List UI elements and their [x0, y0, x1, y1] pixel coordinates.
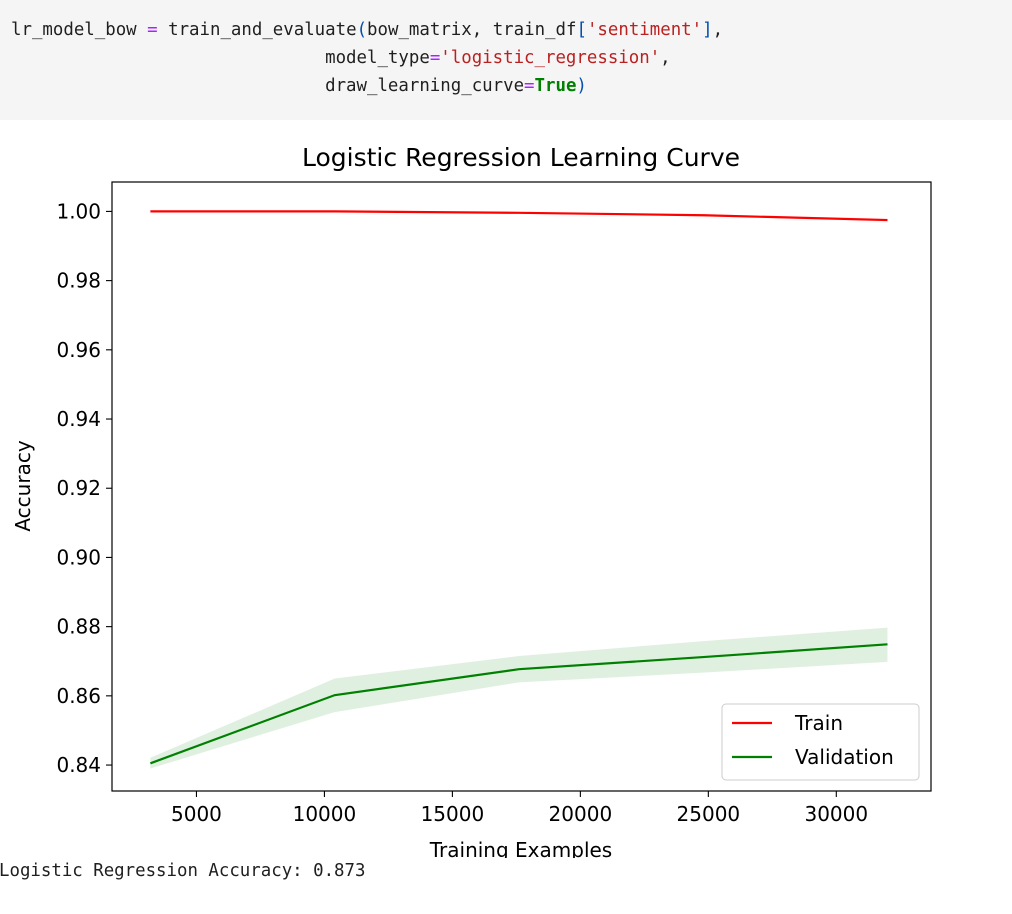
code-func: train_and_evaluate [168, 20, 357, 40]
code-cell[interactable]: lr_model_bow = train_and_evaluate(bow_ma… [0, 0, 1012, 120]
chart-area: Logistic Regression Learning Curve 5000 1… [0, 128, 1012, 862]
code-arg2-obj: train_df [492, 20, 577, 40]
code-kw1-val: 'logistic_regression' [440, 48, 661, 68]
y-tick-label: 0.96 [56, 338, 101, 362]
legend-label-validation: Validation [795, 745, 894, 769]
code-arg2-key: 'sentiment' [586, 20, 703, 40]
y-tick-label: 0.98 [56, 269, 101, 293]
x-tick-label: 30000 [804, 802, 868, 826]
plot-frame [111, 181, 932, 792]
x-axis-label: Training Examples [429, 838, 612, 858]
code-block: lr_model_bow = train_and_evaluate(bow_ma… [11, 20, 724, 96]
code-kw1-name: model_type [325, 48, 430, 68]
y-tick-label: 1.00 [56, 199, 101, 223]
x-tick-label: 20000 [549, 802, 613, 826]
code-arg1: bow_matrix [367, 20, 472, 40]
code-assign-op: = [147, 20, 158, 40]
code-var: lr_model_bow [11, 20, 137, 40]
validation-confidence-band [150, 627, 888, 769]
y-tick-label: 0.90 [56, 545, 101, 569]
learning-curve-chart: Logistic Regression Learning Curve 5000 1… [11, 143, 932, 862]
x-tick-label: 25000 [677, 802, 741, 826]
chart-title: Logistic Regression Learning Curve [302, 143, 740, 172]
y-axis-label: Accuracy [11, 440, 35, 531]
y-tick-label: 0.86 [56, 684, 101, 708]
y-tick-label: 0.92 [56, 476, 101, 500]
y-tick-label: 0.88 [56, 615, 101, 639]
legend: Train Validation [721, 703, 920, 781]
y-tick-label: 0.94 [56, 407, 101, 431]
x-tick-label: 15000 [421, 802, 485, 826]
legend-label-train: Train [794, 711, 843, 735]
x-tick-label: 5000 [171, 802, 222, 826]
output-accuracy-text: Logistic Regression Accuracy: 0.873 [0, 861, 366, 881]
code-kw2-val: True [534, 76, 577, 96]
code-kw2-name: draw_learning_curve [325, 76, 525, 96]
x-tick-label: 10000 [293, 802, 357, 826]
y-tick-label: 0.84 [56, 753, 101, 777]
